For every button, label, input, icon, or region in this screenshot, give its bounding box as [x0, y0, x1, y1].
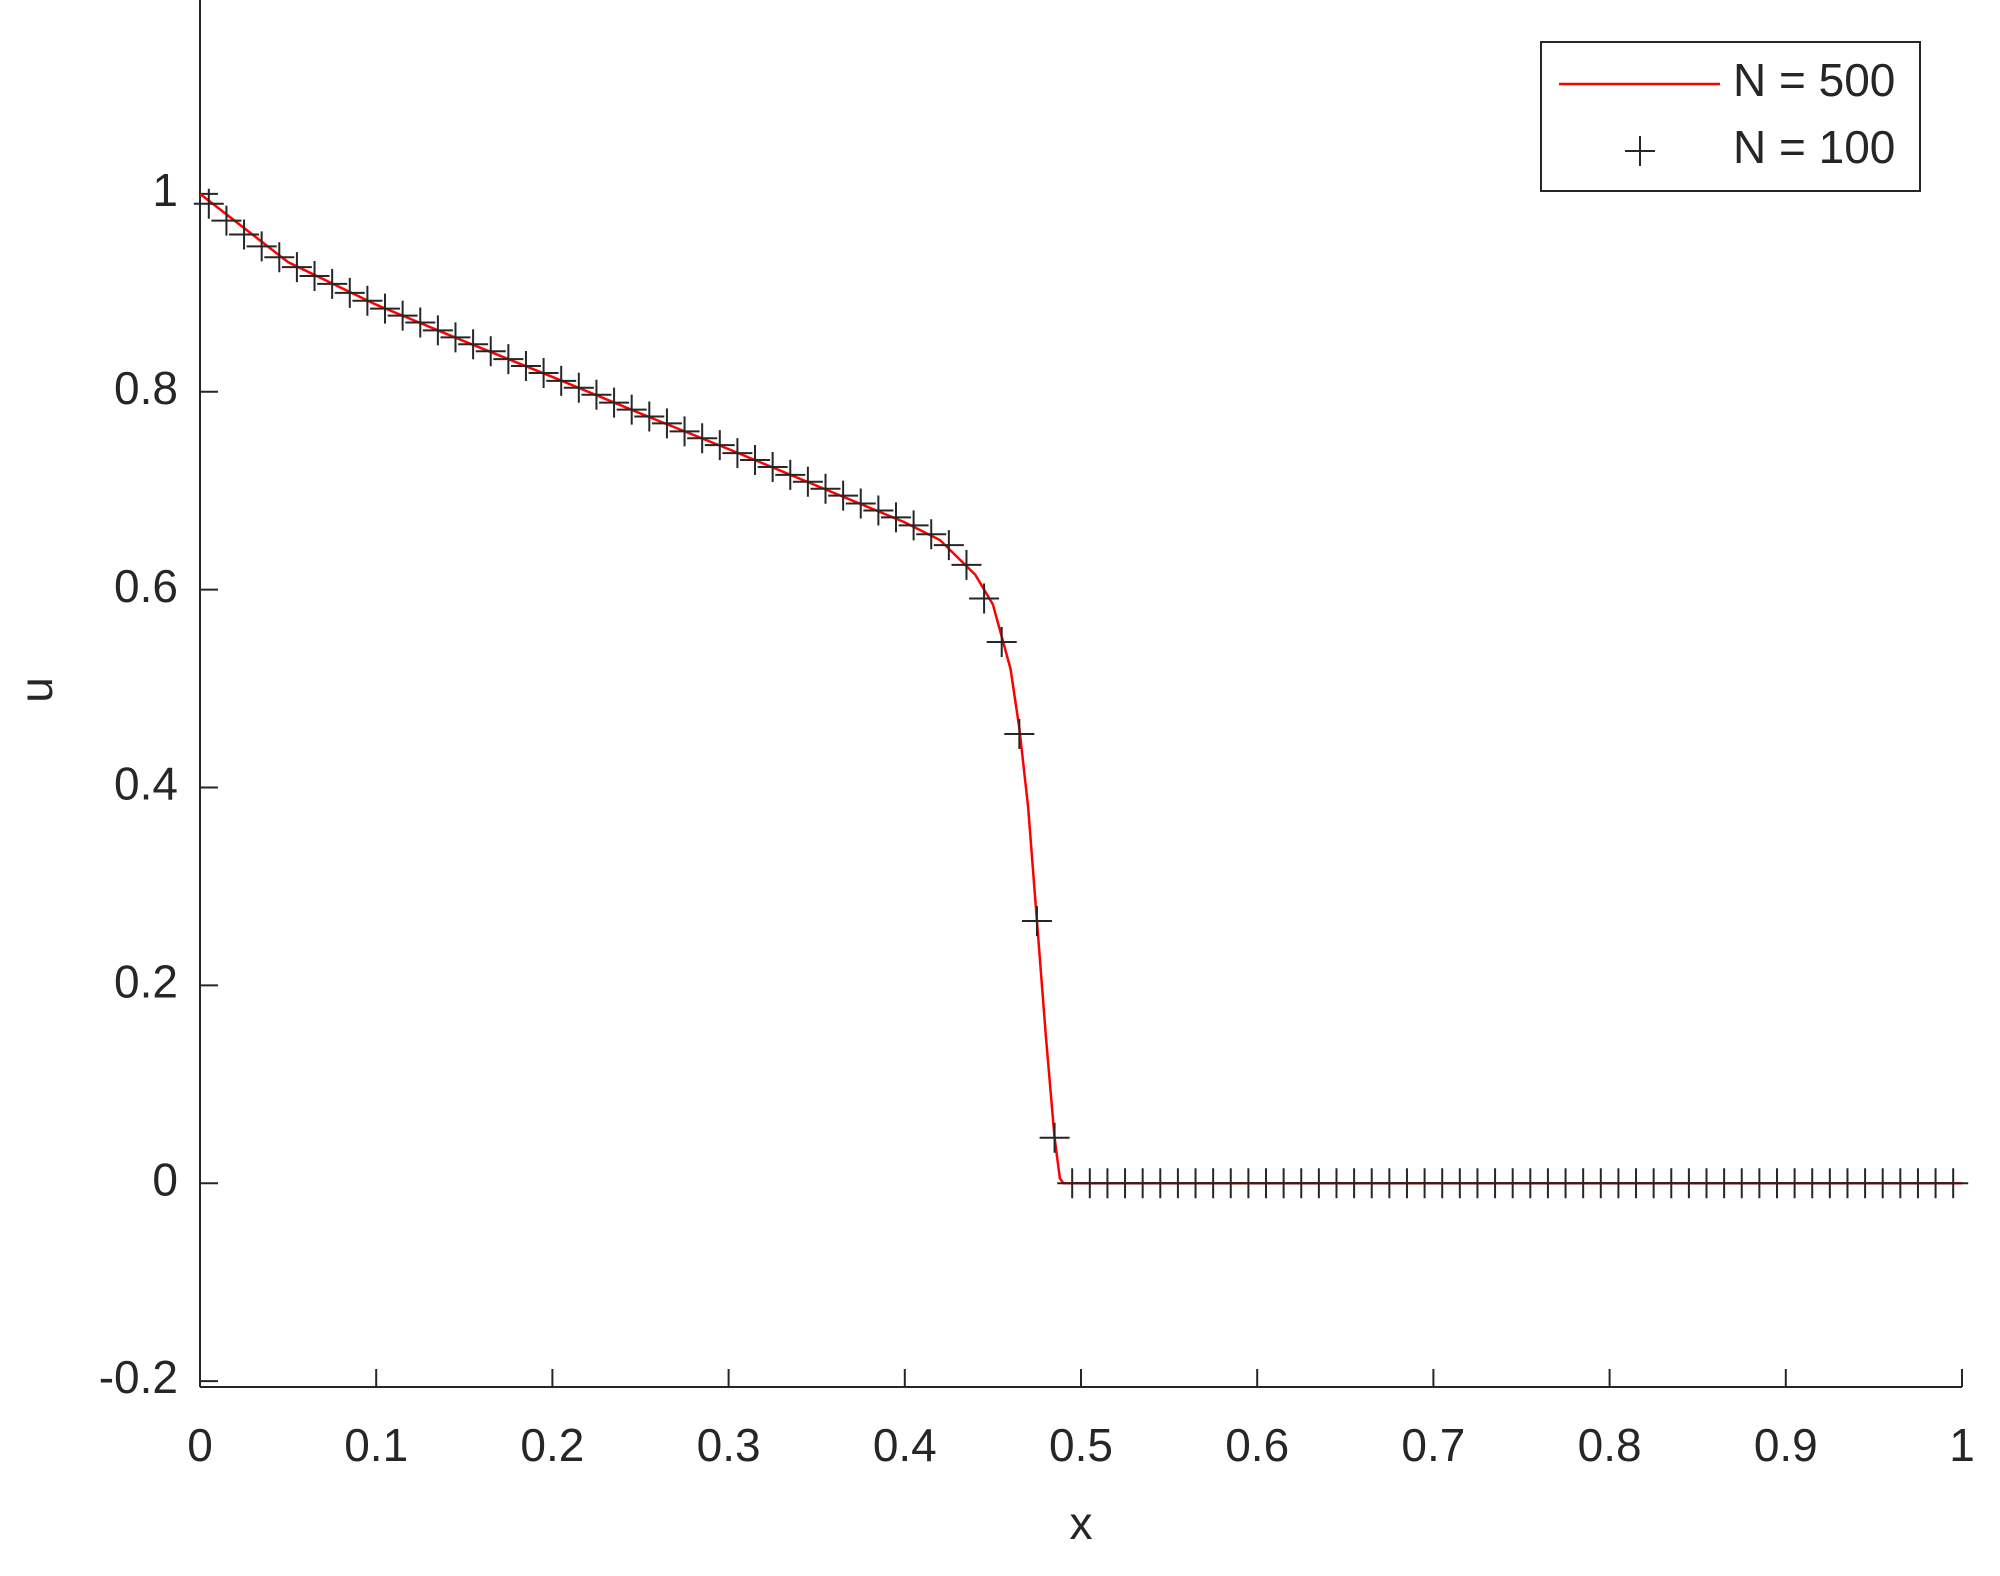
marker	[757, 451, 788, 482]
marker	[405, 307, 436, 338]
legend-label: N = 500	[1733, 54, 1895, 106]
marker	[458, 329, 489, 360]
marker	[845, 488, 876, 519]
marker	[581, 379, 612, 410]
marker	[986, 627, 1017, 658]
marker	[352, 285, 383, 316]
marker	[916, 519, 947, 550]
marker	[211, 205, 242, 236]
x-tick-label: 0.5	[1049, 1419, 1113, 1471]
marker	[370, 293, 401, 324]
marker	[317, 268, 348, 299]
marker	[687, 423, 718, 454]
legend-label: N = 100	[1733, 121, 1895, 173]
marker	[651, 408, 682, 439]
x-tick-label: 0.6	[1225, 1419, 1289, 1471]
x-tick-label: 0	[187, 1419, 213, 1471]
marker	[528, 357, 559, 388]
marker	[1938, 1168, 1969, 1199]
marker	[863, 495, 894, 526]
marker	[810, 473, 841, 504]
marker	[422, 315, 453, 346]
marker	[880, 502, 911, 533]
x-tick-label: 0.4	[873, 1419, 937, 1471]
marker	[792, 466, 823, 497]
marker	[493, 344, 524, 375]
marker	[475, 336, 506, 367]
marker	[828, 480, 859, 511]
marker	[1021, 906, 1052, 937]
marker	[740, 445, 771, 476]
marker	[281, 252, 312, 283]
y-axis-label: u	[10, 677, 62, 703]
marker	[969, 583, 1000, 614]
marker	[563, 372, 594, 403]
data-line	[199, 192, 1962, 1185]
legend-marker	[1625, 136, 1655, 166]
x-axis-label: x	[1070, 1497, 1093, 1549]
marker	[599, 387, 630, 418]
marker	[510, 351, 541, 382]
y-tick-label: 0.8	[114, 362, 178, 414]
x-tick-label: 0.7	[1401, 1419, 1465, 1471]
marker	[951, 549, 982, 580]
marker	[229, 219, 260, 250]
legend-box	[1540, 41, 1921, 192]
marker	[898, 510, 929, 541]
x-tick-label: 0.8	[1578, 1419, 1642, 1471]
marker	[440, 322, 471, 353]
marker	[246, 231, 277, 262]
y-tick-label: -0.2	[99, 1351, 178, 1403]
marker	[669, 416, 700, 447]
marker	[616, 394, 647, 425]
marker	[1039, 1122, 1070, 1153]
x-tick-label: 0.9	[1754, 1419, 1818, 1471]
marker	[722, 438, 753, 469]
marker	[387, 300, 418, 331]
x-tick-label: 1	[1949, 1419, 1975, 1471]
marker	[299, 261, 330, 292]
y-tick-label: 1	[152, 164, 178, 216]
marker	[334, 277, 365, 308]
x-tick-label: 0.1	[344, 1419, 408, 1471]
x-tick-label: 0.3	[697, 1419, 761, 1471]
y-tick-label: 0.2	[114, 956, 178, 1008]
y-tick-label: 0.6	[114, 560, 178, 612]
marker	[1004, 719, 1035, 750]
marker	[546, 365, 577, 396]
marker	[634, 401, 665, 432]
y-tick-label: 0.4	[114, 758, 178, 810]
marker	[264, 242, 295, 273]
y-tick-label: 0	[152, 1153, 178, 1205]
marker	[775, 459, 806, 490]
marker	[933, 530, 964, 561]
marker	[193, 188, 224, 219]
x-tick-label: 0.2	[520, 1419, 584, 1471]
marker	[704, 430, 735, 461]
